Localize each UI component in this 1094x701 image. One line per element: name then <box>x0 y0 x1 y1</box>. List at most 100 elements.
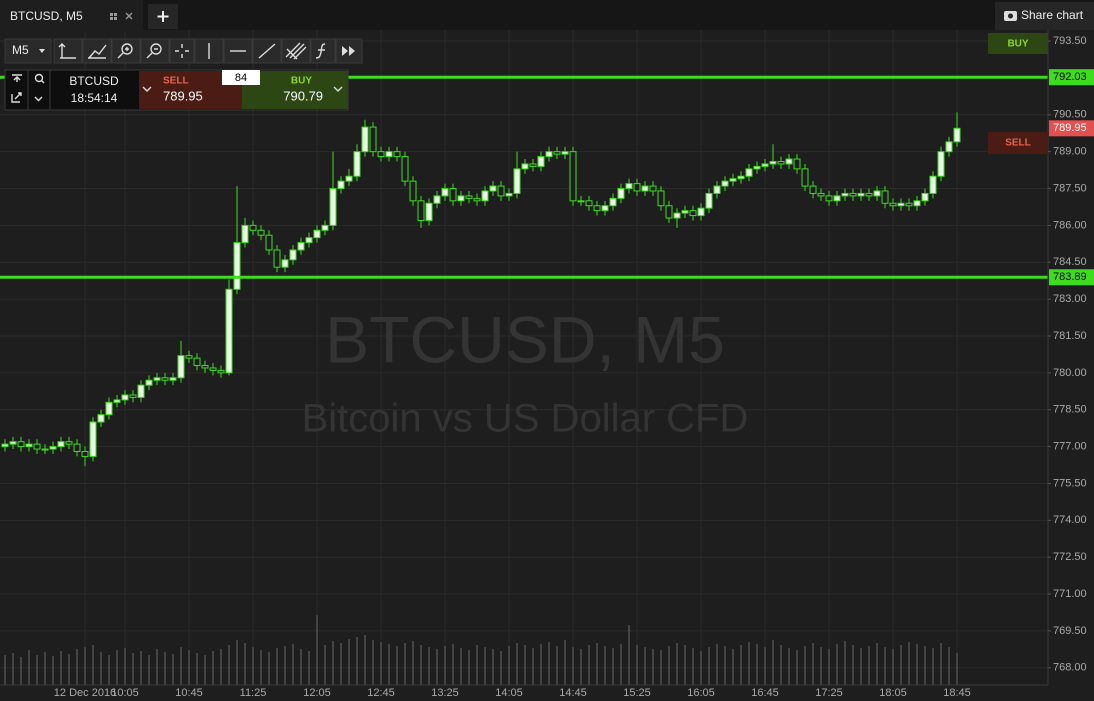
candle-body <box>313 229 321 239</box>
widget-symbol: BTCUSD <box>69 74 119 88</box>
candle-body <box>169 377 177 381</box>
tool-button[interactable] <box>53 38 83 64</box>
candle-body <box>689 210 697 217</box>
tab-close[interactable] <box>125 12 133 20</box>
candle-body <box>273 249 281 268</box>
candle-body <box>401 156 409 182</box>
x-tick-label: 18:05 <box>879 687 907 699</box>
candle-body <box>849 192 857 197</box>
candle-body <box>89 421 97 457</box>
candle-body <box>817 192 825 197</box>
watermark-subtitle: Bitcoin vs US Dollar CFD <box>302 397 749 441</box>
candle-body <box>897 202 905 207</box>
candle-body <box>25 443 33 448</box>
candle-body <box>465 195 473 199</box>
y-tick-label: 790.50 <box>1053 109 1087 121</box>
candle-body <box>265 234 273 251</box>
candle-body <box>793 158 801 170</box>
candle-body <box>129 394 137 398</box>
candle-body <box>105 401 113 416</box>
y-tick-label: 777.00 <box>1053 441 1087 453</box>
level-tag <box>1049 69 1094 86</box>
tool-icon <box>150 43 162 55</box>
x-tick-label: 12:45 <box>367 687 395 699</box>
y-tick-label: 786.00 <box>1053 219 1087 231</box>
widget-collapse[interactable] <box>34 96 43 102</box>
candle-body <box>97 414 105 423</box>
candle-body <box>425 202 433 221</box>
candle-body <box>33 443 41 450</box>
candle-body <box>865 192 873 197</box>
level-label: 792.03 <box>1053 71 1087 83</box>
candle-body <box>41 448 49 451</box>
buy-dropdown <box>333 86 343 92</box>
buy-label: BUY <box>291 76 312 87</box>
candle-body <box>417 200 425 221</box>
candle-body <box>745 168 753 177</box>
trade-widget: BTCUSD 18:54:14 SELL 789.95 BUY 790.79 8… <box>4 69 349 111</box>
y-tick-label: 793.50 <box>1053 35 1087 47</box>
candle-body <box>81 451 89 457</box>
candle-body <box>737 175 745 180</box>
candle-body <box>457 195 465 202</box>
y-tick-label: 771.00 <box>1053 588 1087 600</box>
widget-search[interactable] <box>34 73 44 83</box>
y-tick-label: 783.00 <box>1053 293 1087 305</box>
side-buy-button[interactable] <box>988 33 1048 54</box>
candle-body <box>337 180 345 190</box>
tool-button[interactable] <box>281 38 311 64</box>
candle-body <box>753 165 761 170</box>
candle-body <box>193 357 201 366</box>
timeframe-label: M5 <box>12 43 29 57</box>
side-sell-button[interactable] <box>988 132 1048 154</box>
candle-body <box>777 160 785 165</box>
candle-body <box>713 185 721 194</box>
tool-icon <box>121 43 133 55</box>
candle-body <box>17 441 25 448</box>
candle-body <box>393 151 401 158</box>
candle-body <box>545 151 553 158</box>
candle-body <box>833 195 841 202</box>
candle-body <box>761 163 769 167</box>
candle-body <box>585 200 593 207</box>
candle-body <box>321 224 329 231</box>
x-tick-label: 13:25 <box>431 687 459 699</box>
tool-button[interactable] <box>111 38 141 64</box>
last-price-label: 789.95 <box>1053 122 1087 134</box>
candle-body <box>801 168 809 187</box>
candle-body <box>937 151 945 177</box>
candle-body <box>681 210 689 214</box>
watermark-title: BTCUSD, M5 <box>325 302 725 376</box>
tool-icon <box>175 44 189 58</box>
tool-button[interactable] <box>82 38 112 64</box>
y-tick-label: 781.50 <box>1053 330 1087 342</box>
side-buy-label: BUY <box>1007 39 1028 50</box>
candle-body <box>361 126 369 153</box>
side-sell-label: SELL <box>1005 138 1031 149</box>
candle-body <box>137 384 145 398</box>
candle-body <box>289 249 297 261</box>
candle-body <box>441 188 449 197</box>
widget-icon[interactable] <box>12 74 22 82</box>
candle-body <box>345 175 353 182</box>
tool-button[interactable] <box>310 38 336 64</box>
candle-body <box>153 377 161 381</box>
candle-body <box>529 163 537 167</box>
candle-body <box>409 180 417 202</box>
candle-body <box>217 369 225 374</box>
tool-button[interactable] <box>169 38 195 64</box>
candle-body <box>377 151 385 158</box>
buy-price: 790.79 <box>283 88 323 103</box>
candle-body <box>385 151 393 158</box>
y-tick-label: 778.50 <box>1053 404 1087 416</box>
tab-title: BTCUSD, M5 <box>10 9 83 23</box>
candle-body <box>489 185 497 192</box>
widget-popout[interactable] <box>11 92 22 103</box>
tab[interactable] <box>0 0 143 32</box>
tab-grid-icon[interactable] <box>110 13 117 20</box>
candle-body <box>257 229 265 236</box>
tool-button[interactable] <box>140 38 170 64</box>
candle-body <box>241 224 249 244</box>
widget-search <box>41 80 45 84</box>
